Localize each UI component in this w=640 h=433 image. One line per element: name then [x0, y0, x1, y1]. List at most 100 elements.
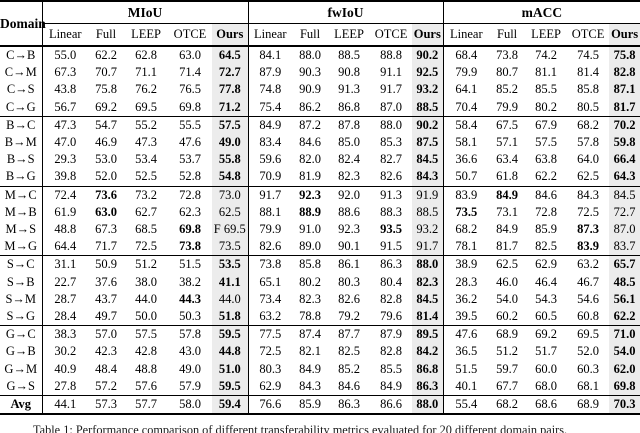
metric-cell: 68.4	[455, 48, 478, 62]
metric-cell: 57.3	[88, 395, 124, 416]
row-label-domain-pair: C→S	[0, 81, 43, 99]
metric-cell: 40.9	[54, 361, 77, 376]
metric-cell: 38.3	[42, 325, 88, 344]
metric-cell: 83.9	[577, 239, 600, 254]
metric-cell: 36.2	[455, 291, 478, 306]
metric-cell: 71.1	[135, 65, 157, 80]
metric-cell: 86.3	[328, 395, 371, 416]
metric-cell: 82.8	[609, 64, 640, 82]
metric-cell: 66.4	[609, 151, 640, 169]
metric-cell: 85.8	[577, 82, 600, 97]
metric-cell: 73.5	[212, 238, 249, 256]
metric-cell: 47.3	[42, 115, 88, 135]
metric-cell: 68.0	[535, 378, 558, 393]
metric-cell: 74.5	[577, 48, 600, 62]
metric-cell: 50.9	[88, 255, 124, 274]
metric-cell: 88.5	[412, 98, 444, 117]
metric-cell: 65.1	[259, 274, 282, 289]
metric-cell: 57.7	[124, 395, 168, 416]
metric-cell: 62.2	[535, 169, 558, 184]
row-label-domain-pair: S→G	[0, 308, 43, 326]
metric-cell: 76.2	[135, 82, 157, 97]
metric-cell: 43.7	[95, 291, 117, 306]
metric-cell: 64.1	[455, 82, 478, 97]
metric-cell: 62.2	[95, 48, 117, 62]
metric-cell: 48.8	[54, 222, 77, 237]
metric-cell: 82.5	[535, 239, 558, 254]
metric-cell: 59.5	[212, 377, 249, 396]
metric-cell: 91.7	[248, 185, 293, 204]
metric-cell: 68.1	[577, 378, 600, 393]
metric-cell: 47.6	[443, 325, 490, 344]
metric-cell: 82.7	[380, 152, 402, 167]
metric-cell: 44.0	[135, 291, 157, 306]
metric-cell: 93.5	[380, 222, 402, 237]
metric-cell: 46.9	[95, 135, 117, 150]
row-label-domain-pair: M→S	[0, 221, 43, 239]
metric-cell: 36.6	[455, 152, 478, 167]
metric-cell: 84.1	[259, 48, 282, 62]
table-row: M→G 64.4 71.7 72.5 73.8 73.5 82.6 89.0 90.1 91.5 9…	[0, 238, 640, 256]
metric-cell: 51.2	[496, 344, 519, 359]
metric-cell: 79.2	[338, 309, 360, 324]
metric-cell: 88.0	[370, 115, 413, 135]
metric-cell: 88.1	[259, 204, 282, 219]
metric-cell: 61.8	[496, 169, 519, 184]
metric-cell: 27.8	[54, 378, 77, 393]
method-header-otce: OTCE	[370, 23, 413, 47]
metric-cell: 51.5	[168, 255, 212, 274]
metric-cell: 72.8	[535, 204, 558, 219]
metric-cell: 84.3	[567, 185, 610, 204]
metric-cell: 62.5	[577, 169, 600, 184]
metric-cell: 69.5	[135, 99, 157, 114]
metric-cell: 79.6	[380, 309, 402, 324]
metric-cell: 84.2	[412, 343, 444, 361]
metric-cell: 58.0	[168, 395, 212, 416]
method-header-leep: LEEP	[525, 23, 568, 47]
metric-cell: 72.7	[609, 203, 640, 222]
metric-cell: 87.3	[577, 222, 600, 237]
metric-cell: 73.0	[212, 185, 249, 204]
metric-cell: 54.0	[609, 343, 640, 361]
metric-cell: 62.2	[609, 308, 640, 326]
metric-cell: 90.9	[299, 82, 321, 97]
metric-cell: 63.8	[535, 152, 558, 167]
method-header-linear: Linear	[248, 23, 293, 47]
metric-cell: 81.9	[299, 169, 321, 184]
row-label-domain-pair: G→S	[0, 377, 43, 396]
metric-cell: 82.6	[259, 239, 282, 254]
table-row: M→B 61.9 63.0 62.7 62.3 62.5 88.1 88.9 88.6 88.3 8…	[0, 203, 640, 222]
metric-cell: 92.3	[338, 222, 360, 237]
metric-cell: 71.2	[212, 98, 249, 117]
metric-cell: 84.3	[412, 168, 444, 187]
metric-cell: 60.0	[535, 361, 558, 376]
metric-cell: 57.8	[168, 325, 212, 344]
group-header-fwiou: fwIoU	[248, 1, 444, 24]
table-row: C→M 67.3 70.7 71.1 71.4 72.7 87.9 90.3 90.8 91.1 9…	[0, 64, 640, 82]
metric-cell: 28.4	[54, 309, 77, 324]
method-header-linear: Linear	[443, 23, 490, 47]
metric-cell: 88.5	[412, 203, 444, 222]
metric-cell: 62.0	[609, 360, 640, 378]
metric-cell: 73.4	[259, 291, 282, 306]
metric-cell: 63.0	[95, 204, 117, 219]
metric-cell: 54.7	[88, 115, 124, 135]
group-header-macc: mACC	[443, 1, 640, 24]
metric-cell: 67.3	[54, 65, 77, 80]
metric-cell: 36.5	[455, 344, 478, 359]
metric-cell: 79.9	[259, 222, 282, 237]
metric-cell: 84.9	[299, 361, 321, 376]
metric-cell: 82.3	[412, 273, 444, 291]
metric-cell: 57.0	[88, 325, 124, 344]
metric-cell: 82.6	[338, 291, 360, 306]
metric-cell: 58.1	[455, 135, 478, 150]
metric-cell: 29.3	[54, 152, 77, 167]
row-label-domain-pair: B→M	[0, 134, 43, 152]
metric-cell: 92.3	[292, 185, 329, 204]
metric-cell: 89.5	[412, 325, 444, 344]
metric-cell: 69.8	[179, 99, 201, 114]
metric-cell: 57.6	[135, 378, 157, 393]
table-row: G→C 38.3 57.0 57.5 57.8 59.5 77.5 87.4 87.7 87.9 8…	[0, 325, 640, 344]
metric-cell: 85.9	[535, 222, 558, 237]
metric-cell: 56.7	[54, 99, 77, 114]
